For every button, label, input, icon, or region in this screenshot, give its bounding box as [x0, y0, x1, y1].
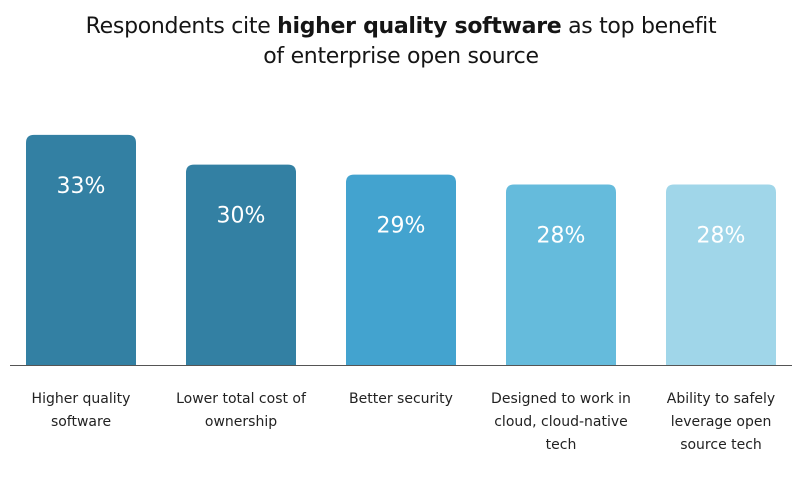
category-label: Better security	[349, 391, 453, 407]
title-text: as top benefit	[561, 14, 717, 39]
data-label: 29%	[377, 214, 426, 239]
data-label: 28%	[537, 224, 586, 249]
title-emphasis: higher quality software	[277, 14, 562, 39]
bar	[506, 184, 616, 365]
category-label: Ability to safely leverage open source t…	[666, 391, 776, 453]
category-label: Lower total cost of ownership	[176, 391, 306, 430]
title-text: of enterprise open source	[263, 44, 539, 69]
category-label: Higher quality software	[31, 391, 131, 430]
data-label: 28%	[697, 224, 746, 249]
bar	[26, 134, 136, 365]
category-label: Designed to work in cloud, cloud-native …	[491, 391, 631, 453]
data-label: 33%	[57, 174, 106, 199]
bar	[186, 164, 296, 365]
bar	[666, 184, 776, 365]
bar	[346, 174, 456, 365]
title-text: Respondents cite	[85, 14, 278, 39]
data-label: 30%	[217, 204, 266, 229]
chart-title: Respondents cite higher quality software…	[0, 12, 802, 72]
